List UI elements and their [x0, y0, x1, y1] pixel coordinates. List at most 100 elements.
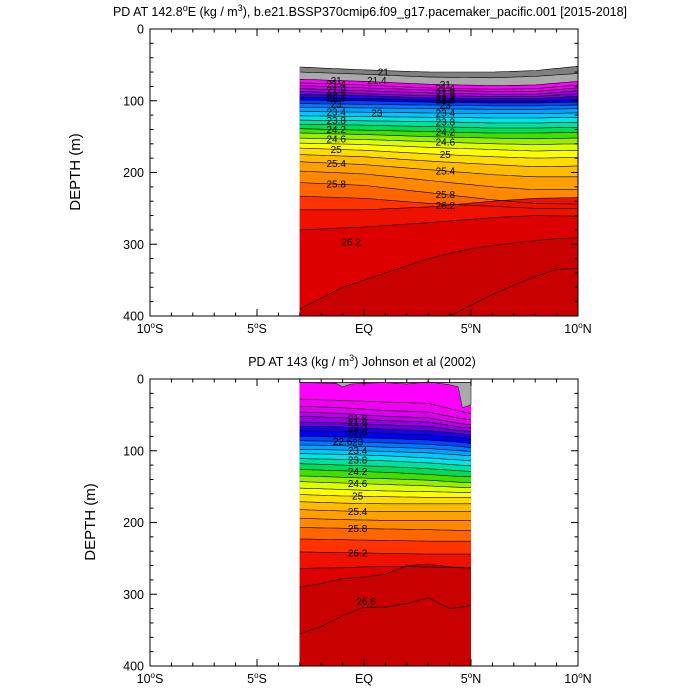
contour-label: 26.2 [436, 201, 456, 212]
isopycnal-line-26-4 [299, 566, 472, 569]
isopycnal-line-22-8 [299, 436, 472, 444]
isopycnal-line-24-4 [299, 475, 471, 483]
plot-area [299, 66, 578, 316]
isopycnal-line-25-6 [299, 517, 471, 521]
isopycnal-line-25-2 [299, 154, 578, 167]
contour-label: 25.4 [326, 159, 346, 170]
isopycnal-line-25 [299, 147, 578, 159]
isopycnal-line-24-2 [299, 128, 578, 134]
contour-label: 21.4 [436, 84, 456, 95]
y-tick-label: 400 [123, 310, 144, 324]
x-tick-label: 5oS [247, 321, 267, 336]
contour-label: 21 [378, 68, 390, 79]
contour-label: 26.2 [348, 548, 368, 559]
y-tick-label: 400 [123, 660, 144, 674]
isopycnal-line-23-4 [299, 111, 578, 114]
isopycnal-line-23 [299, 440, 472, 449]
contour-label: 22.2 [348, 423, 368, 434]
isopycnal-line-24 [299, 463, 472, 472]
isopycnal-line-21-6 [299, 85, 578, 92]
contour-label: 22.2 [436, 94, 456, 105]
x-tick-label: EQ [355, 672, 373, 686]
isopycnal-line-22 [299, 91, 578, 97]
contour-label: 22.6 [326, 93, 346, 104]
contour-label: 21.8 [326, 85, 346, 96]
x-tick-label: 10oS [137, 321, 164, 336]
isopycnal-line-22 [299, 421, 472, 432]
contour-label: 23.4 [326, 107, 346, 118]
contour-label: 21 [440, 80, 452, 91]
isopycnal-line-25 [299, 494, 471, 498]
isopycnal-line-24 [299, 124, 578, 129]
y-axis-label: DEPTH (m) [82, 483, 99, 561]
contour-label: 23.8 [326, 116, 346, 127]
isopycnal-line-24-6 [299, 137, 578, 145]
contour-label: 23.8 [436, 117, 456, 128]
isopycnal-line-24-6 [299, 481, 471, 488]
isopycnal-line-23-2 [299, 444, 472, 452]
isopycnal-line-23-8 [299, 119, 578, 124]
isopycnal-line-21-8 [299, 88, 578, 95]
isopycnal-line-21-4 [299, 406, 472, 421]
contour-label: 23 [371, 108, 383, 119]
isopycnal-line-25-2 [299, 501, 471, 505]
isopycnal-line-25-6 [299, 170, 578, 190]
isopycnal-line-23-2 [299, 106, 578, 110]
y-tick-label: 200 [123, 516, 144, 530]
contour-label: 21 [331, 76, 343, 87]
isopycnal-line-22-8 [299, 99, 578, 104]
isopycnal-line-26-8 [299, 268, 578, 316]
contour-label: 25.8 [348, 524, 368, 535]
isopycnal-line-23-4 [299, 449, 472, 457]
contour-label: 25 [440, 150, 452, 161]
isopycnal-line-20-6 [299, 71, 578, 79]
contour-label: 21.8 [348, 418, 368, 429]
contour-label: 24.6 [436, 138, 456, 149]
isopycnal-line-21-4 [299, 82, 578, 90]
x-tick-label: 5oN [461, 671, 481, 686]
contour-label: 22.6 [436, 96, 456, 107]
panel-title: PD AT 143 (kg / m3) Johnson et al (2002) [248, 353, 476, 369]
isopycnal-line-24-2 [299, 469, 471, 477]
isopycnal-line-21 [299, 78, 578, 86]
isopycnal-line-22-2 [299, 426, 472, 436]
isopycnal-line-22-6 [299, 96, 578, 102]
contour-label: 24.2 [436, 127, 456, 138]
isopycnal-line-25-8 [299, 182, 578, 205]
y-tick-label: 100 [123, 94, 144, 108]
y-tick-label: 200 [123, 166, 144, 180]
contour-label: 25 [352, 492, 364, 503]
y-axis-label: DEPTH (m) [67, 133, 84, 211]
contour-label: 24.2 [326, 125, 346, 136]
x-tick-label: 10oS [137, 671, 164, 686]
contour-label: 23.4 [348, 446, 368, 457]
contour-label: 25.4 [436, 166, 456, 177]
isopycnal-line-26-6 [299, 563, 472, 588]
isopycnal-line-23-8 [299, 458, 472, 467]
isopycnal-line-26 [299, 195, 578, 209]
isopycnal-line-23-6 [299, 115, 578, 119]
x-tick-label: EQ [355, 322, 373, 336]
contour-label: 22.6 [348, 428, 368, 439]
contour-label: 25.4 [348, 507, 368, 518]
contour-band-gray-cap [299, 381, 472, 409]
contour-label: 23.4 [436, 109, 456, 120]
isopycnal-line-26-6 [299, 237, 578, 310]
contour-label: 24.6 [326, 134, 346, 145]
contour-label: 25.8 [436, 190, 456, 201]
y-tick-label: 100 [123, 444, 144, 458]
contour-band-21 [299, 382, 471, 414]
contour-label: 23 [352, 437, 364, 448]
contour-label: 22.6 [333, 437, 353, 448]
contour-fill-group [299, 66, 578, 316]
isopycnal-line-21-8 [299, 416, 472, 429]
isopycnal-line-24-8 [299, 142, 578, 152]
isopycnal-line-24-8 [299, 487, 471, 493]
contour-fill-below-26-8 [299, 597, 471, 666]
contour-label: 24.2 [348, 467, 368, 478]
isopycnal-line-26 [299, 538, 471, 542]
isopycnal-line-25-4 [299, 509, 471, 512]
